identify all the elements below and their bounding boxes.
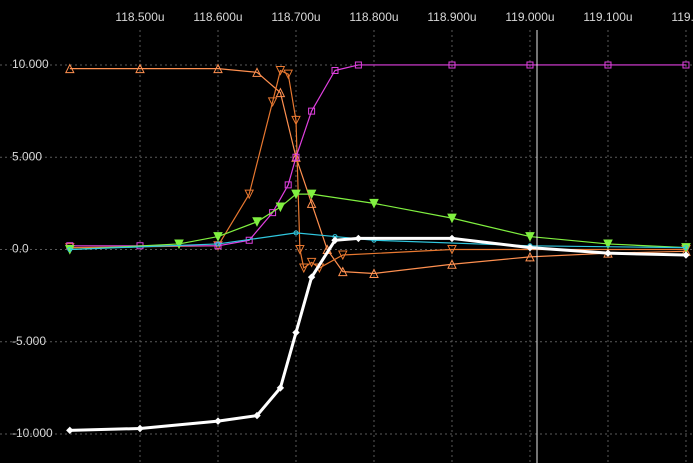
marker bbox=[306, 189, 317, 200]
marker bbox=[447, 213, 457, 224]
marker bbox=[135, 63, 145, 74]
marker bbox=[213, 63, 223, 74]
marker bbox=[291, 152, 301, 162]
marker bbox=[267, 97, 278, 107]
marker bbox=[682, 251, 690, 259]
marker bbox=[331, 236, 339, 244]
marker bbox=[369, 198, 379, 209]
marker bbox=[525, 251, 535, 262]
marker bbox=[293, 230, 299, 236]
marker bbox=[369, 268, 379, 278]
marker bbox=[245, 236, 253, 244]
x-tick-label: 119.000u bbox=[505, 10, 554, 24]
x-tick-label: 119.2 bbox=[671, 10, 693, 24]
marker bbox=[306, 198, 317, 208]
y-tick-label: 5.000 bbox=[12, 149, 42, 163]
marker bbox=[215, 241, 221, 247]
marker bbox=[275, 65, 286, 76]
marker bbox=[291, 115, 301, 126]
x-tick-label: 118.900u bbox=[427, 10, 476, 24]
x-tick-label: 118.700u bbox=[271, 10, 320, 24]
marker bbox=[448, 61, 456, 69]
marker bbox=[682, 61, 690, 69]
marker bbox=[291, 189, 301, 200]
marker bbox=[525, 232, 535, 242]
marker bbox=[308, 107, 316, 115]
marker bbox=[252, 67, 262, 77]
series-line bbox=[69, 68, 686, 275]
marker bbox=[526, 243, 534, 252]
marker bbox=[337, 266, 348, 277]
marker bbox=[354, 234, 363, 243]
x-tick-label: 118.800u bbox=[349, 10, 398, 24]
y-tick-label: -5.000 bbox=[12, 334, 46, 348]
marker bbox=[604, 61, 612, 69]
marker bbox=[298, 263, 309, 274]
marker bbox=[284, 181, 292, 189]
x-tick-label: 119.100u bbox=[583, 10, 632, 24]
y-tick-label: -10.000 bbox=[12, 426, 53, 440]
marker bbox=[276, 384, 285, 392]
marker bbox=[214, 242, 222, 250]
marker bbox=[447, 259, 457, 269]
marker bbox=[526, 61, 534, 69]
y-tick-label: 10.000 bbox=[12, 57, 49, 71]
series-line bbox=[69, 193, 687, 251]
marker bbox=[275, 87, 286, 98]
marker bbox=[213, 232, 223, 242]
y-tick-label: 0.0 bbox=[12, 242, 29, 256]
marker bbox=[306, 257, 317, 268]
marker bbox=[67, 247, 73, 252]
marker bbox=[66, 426, 74, 435]
marker bbox=[253, 411, 261, 420]
marker bbox=[292, 328, 300, 337]
marker bbox=[354, 61, 362, 69]
marker bbox=[603, 239, 613, 250]
marker bbox=[275, 202, 286, 213]
marker bbox=[307, 273, 316, 281]
marker bbox=[136, 424, 144, 433]
marker bbox=[174, 239, 184, 250]
marker bbox=[64, 63, 75, 74]
marker bbox=[604, 249, 612, 257]
marker bbox=[214, 417, 222, 425]
series-line bbox=[69, 64, 686, 247]
marker bbox=[295, 244, 305, 255]
marker bbox=[292, 153, 300, 161]
x-tick-label: 118.600u bbox=[193, 10, 242, 24]
series-line bbox=[69, 69, 686, 269]
marker bbox=[283, 69, 294, 80]
marker bbox=[448, 234, 456, 243]
marker bbox=[337, 250, 348, 261]
marker bbox=[252, 217, 262, 227]
marker bbox=[244, 189, 255, 200]
marker bbox=[683, 245, 689, 251]
marker bbox=[447, 244, 457, 255]
marker bbox=[331, 66, 339, 74]
x-tick-label: 118.500u bbox=[115, 10, 164, 24]
